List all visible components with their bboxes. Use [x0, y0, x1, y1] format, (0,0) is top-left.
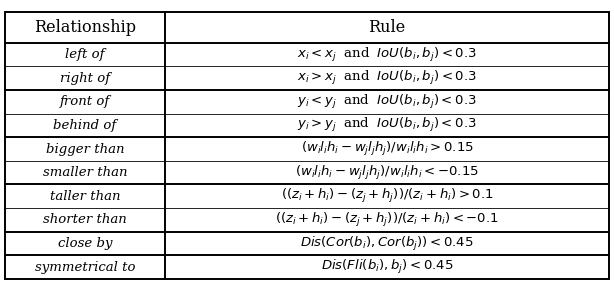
Text: front of: front of: [60, 95, 110, 108]
Text: $y_i < y_j$  and  $IoU(b_i, b_j) < 0.3$: $y_i < y_j$ and $IoU(b_i, b_j) < 0.3$: [297, 93, 477, 111]
Text: $Dis(Fli(b_i), b_j) < 0.45$: $Dis(Fli(b_i), b_j) < 0.45$: [321, 258, 453, 276]
Text: $((z_i + h_i) - (z_j + h_j))/(z_i + h_i) < -0.1$: $((z_i + h_i) - (z_j + h_j))/(z_i + h_i)…: [275, 211, 499, 229]
Text: $(w_i l_i h_i - w_j l_j h_j)/w_i l_i h_i > 0.15$: $(w_i l_i h_i - w_j l_j h_j)/w_i l_i h_i…: [301, 140, 473, 158]
Text: smaller than: smaller than: [43, 166, 127, 179]
Text: $x_i > x_j$  and  $IoU(b_i, b_j) < 0.3$: $x_i > x_j$ and $IoU(b_i, b_j) < 0.3$: [297, 69, 477, 87]
Text: behind of: behind of: [53, 119, 117, 132]
Text: close by: close by: [58, 237, 112, 250]
Text: $x_i < x_j$  and  $IoU(b_i, b_j) < 0.3$: $x_i < x_j$ and $IoU(b_i, b_j) < 0.3$: [297, 45, 477, 64]
Text: $Dis(Cor(b_i), Cor(b_j)) < 0.45$: $Dis(Cor(b_i), Cor(b_j)) < 0.45$: [300, 235, 474, 252]
Text: taller than: taller than: [50, 190, 120, 203]
Text: left of: left of: [65, 48, 105, 61]
Text: Relationship: Relationship: [34, 19, 136, 36]
Text: bigger than: bigger than: [46, 143, 124, 156]
Text: $y_i > y_j$  and  $IoU(b_i, b_j) < 0.3$: $y_i > y_j$ and $IoU(b_i, b_j) < 0.3$: [297, 116, 477, 134]
Text: symmetrical to: symmetrical to: [35, 261, 135, 274]
Text: Rule: Rule: [368, 19, 406, 36]
Text: $(w_i l_i h_i - w_j l_j h_j)/w_i l_i h_i < -0.15$: $(w_i l_i h_i - w_j l_j h_j)/w_i l_i h_i…: [295, 164, 479, 182]
Text: right of: right of: [60, 72, 110, 85]
Text: $((z_i + h_i) - (z_j + h_j))/(z_i + h_i) > 0.1$: $((z_i + h_i) - (z_j + h_j))/(z_i + h_i)…: [281, 187, 494, 205]
Text: shorter than: shorter than: [43, 214, 127, 226]
